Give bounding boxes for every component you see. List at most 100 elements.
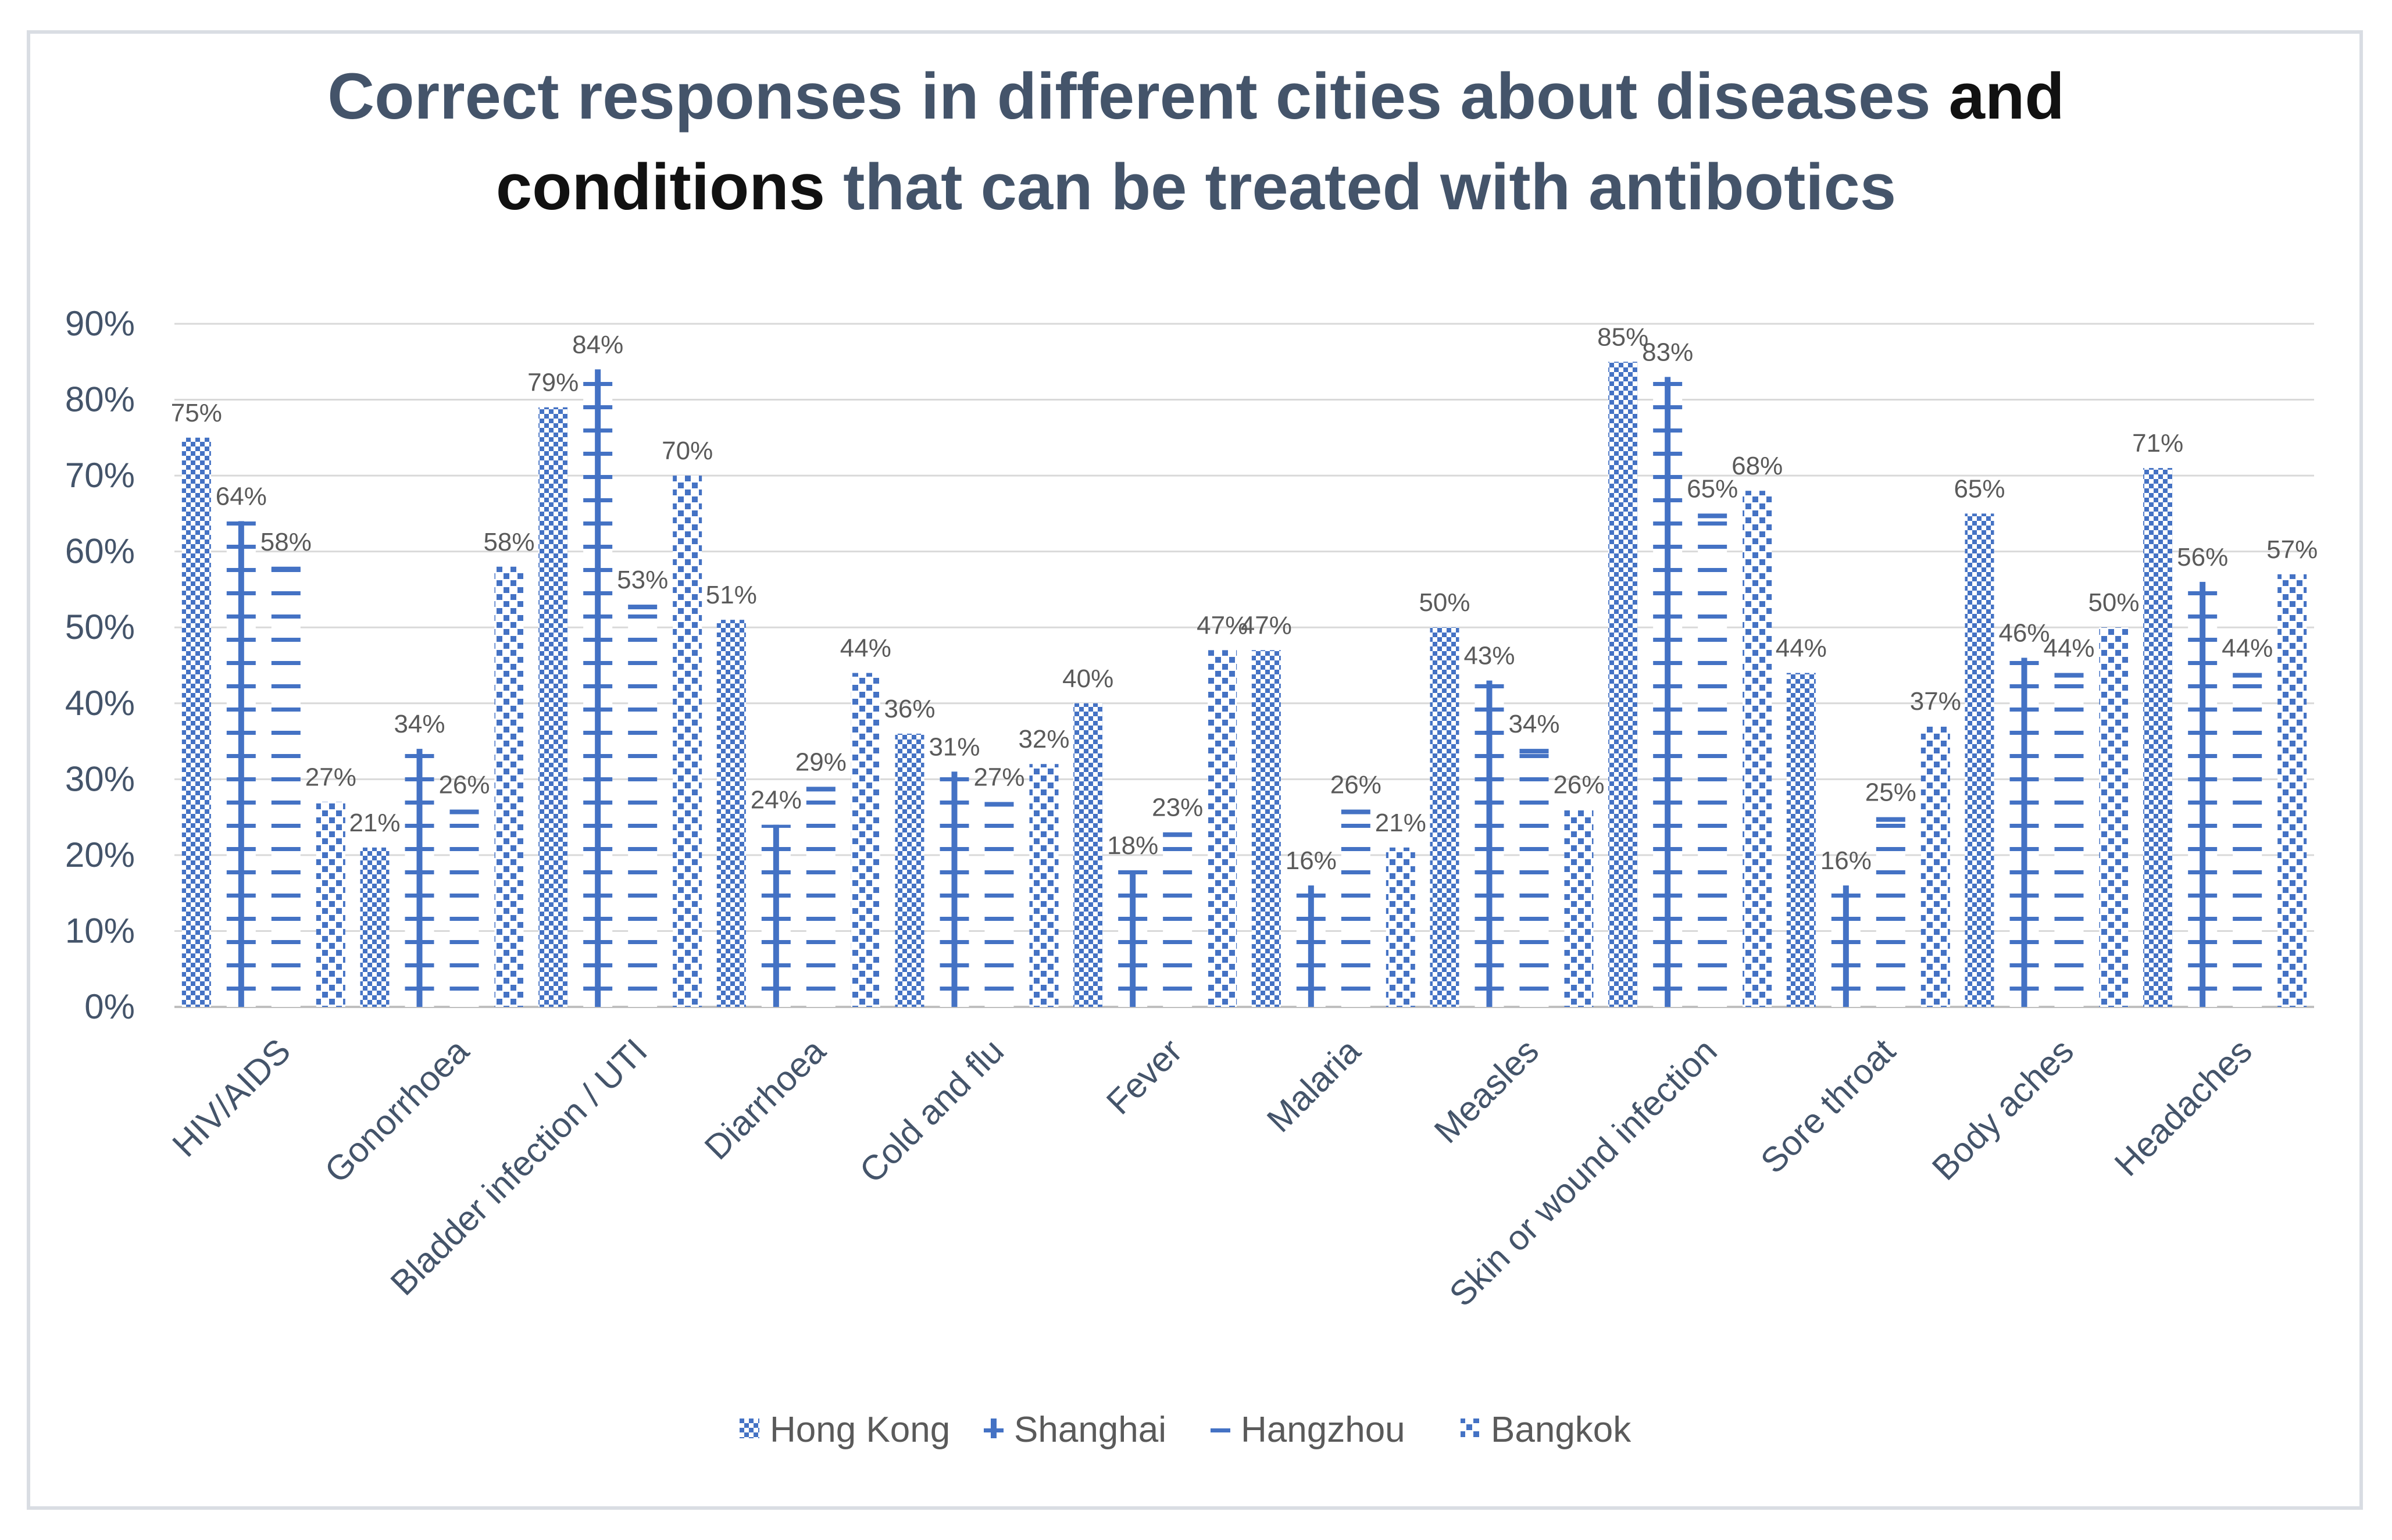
data-label: 85% xyxy=(1597,323,1648,351)
category-label: Sore throat xyxy=(1753,1031,1903,1181)
data-label: 32% xyxy=(1018,725,1069,753)
bar-fill xyxy=(1698,513,1727,1007)
bar-fill xyxy=(1920,726,1950,1007)
bar-cap xyxy=(1519,749,1549,754)
y-tick-label: 30% xyxy=(65,759,135,798)
y-tick-label: 10% xyxy=(65,911,135,950)
bar-dash xyxy=(806,787,836,1007)
bar-checker xyxy=(360,847,390,1007)
bar-cap xyxy=(2054,673,2084,678)
data-label: 68% xyxy=(1731,452,1783,480)
legend-label: Bangkok xyxy=(1491,1410,1631,1450)
data-label: 47% xyxy=(1241,611,1292,639)
bar-ladder xyxy=(761,824,791,1007)
legend-swatch xyxy=(1211,1418,1230,1438)
bar-fill xyxy=(1341,809,1370,1007)
data-label: 58% xyxy=(260,528,312,556)
bar-ladder xyxy=(1831,885,1861,1007)
bar-fill xyxy=(1743,491,1772,1007)
bar-dots xyxy=(1743,491,1772,1007)
bar-fill xyxy=(360,847,390,1007)
data-label: 29% xyxy=(795,748,847,776)
data-label: 79% xyxy=(527,369,579,397)
bar-dots xyxy=(1208,650,1237,1007)
y-tick-label: 0% xyxy=(84,987,135,1026)
bar-stem xyxy=(238,521,244,1007)
bar-fill xyxy=(1519,749,1549,1007)
bar-stem xyxy=(1486,680,1493,1007)
y-tick-label: 20% xyxy=(65,835,135,874)
bar-stem xyxy=(1843,885,1849,1007)
chart-title-part-1: Correct responses in different cities ab… xyxy=(327,60,1949,133)
data-label: 27% xyxy=(973,763,1024,792)
bar-dash xyxy=(1698,513,1727,1007)
bar-cap xyxy=(271,566,301,571)
legend: Hong Kong Shanghai Hangzhou Bangkok xyxy=(740,1410,1631,1450)
y-tick-label: 70% xyxy=(65,456,135,495)
data-label: 25% xyxy=(1865,778,1916,807)
legend-item: Shanghai xyxy=(984,1410,1166,1450)
bar-fill xyxy=(449,809,479,1007)
bars: 75% 64% 58% 27% 21% 34% 26% 58% 79% 84% 53% 70% 51% 2… xyxy=(171,323,2318,1007)
bar-stem xyxy=(595,369,601,1007)
bar-fill xyxy=(2054,673,2084,1007)
bar-checker xyxy=(716,620,746,1007)
chart-title: Correct responses in different cities ab… xyxy=(0,51,2392,233)
bar-fill xyxy=(1965,513,1994,1007)
legend-item: Bangkok xyxy=(1461,1410,1631,1450)
data-label: 26% xyxy=(1330,771,1381,799)
bar-cap xyxy=(1341,809,1370,814)
bar-fill xyxy=(851,673,880,1007)
bar-dots xyxy=(1920,726,1950,1007)
data-label: 34% xyxy=(394,710,445,738)
bar-checker xyxy=(1073,703,1103,1007)
chart-title-part-3: conditions xyxy=(495,151,826,223)
y-tick-label: 60% xyxy=(65,532,135,571)
legend-label: Hangzhou xyxy=(1241,1410,1405,1450)
category-label: Gonorrhoea xyxy=(317,1031,476,1190)
data-label: 56% xyxy=(2177,543,2228,571)
legend-label: Shanghai xyxy=(1014,1410,1166,1450)
data-label: 50% xyxy=(1419,588,1470,617)
bar-fill xyxy=(716,620,746,1007)
bar-stem xyxy=(416,749,423,1007)
data-label: 24% xyxy=(751,786,802,814)
category-label: HIV/AIDS xyxy=(165,1031,298,1164)
legend-label: Hong Kong xyxy=(770,1410,950,1450)
bar-dash xyxy=(1163,832,1193,1007)
category-label: Measles xyxy=(1427,1031,1546,1150)
bar-fill xyxy=(1073,703,1103,1007)
data-label: 40% xyxy=(1062,664,1113,693)
data-label: 44% xyxy=(2043,634,2094,663)
bar-ladder xyxy=(2009,658,2039,1007)
bar-stem xyxy=(773,824,779,1007)
data-label: 37% xyxy=(1910,687,1961,716)
category-label: Headaches xyxy=(2107,1031,2259,1184)
bar-fill xyxy=(1251,650,1281,1007)
chart-title-part-2: and xyxy=(1948,60,2065,133)
bar-ladder xyxy=(1296,885,1326,1007)
bar-cap xyxy=(1876,817,1905,822)
bar-fill xyxy=(895,734,924,1007)
data-label: 34% xyxy=(1508,710,1559,738)
bar-checker xyxy=(895,734,924,1007)
bar-stem xyxy=(1665,377,1671,1007)
bar-dots xyxy=(2277,574,2307,1007)
bar-cap xyxy=(1163,832,1193,837)
data-label: 44% xyxy=(1776,634,1827,663)
data-label: 57% xyxy=(2266,535,2318,564)
bar-cap xyxy=(984,802,1014,807)
bar-fill xyxy=(984,802,1014,1007)
bar-fill xyxy=(538,407,568,1007)
bar-stem xyxy=(2021,658,2027,1007)
data-label: 83% xyxy=(1642,338,1693,366)
data-label: 27% xyxy=(305,763,356,792)
category-label: Body aches xyxy=(1925,1031,2081,1188)
bar-stem xyxy=(2200,581,2206,1007)
legend-item: Hong Kong xyxy=(740,1410,950,1450)
category-label: Malaria xyxy=(1259,1031,1368,1139)
bar-cap xyxy=(449,809,479,814)
data-label: 16% xyxy=(1820,846,1872,875)
bar-dots xyxy=(316,802,345,1007)
